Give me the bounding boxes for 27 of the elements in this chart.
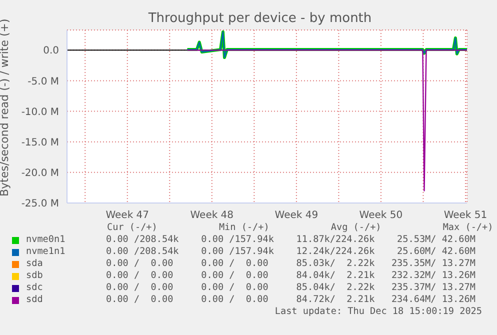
- y-tick-label: 0.0: [43, 46, 59, 57]
- x-tick-label: Week 49: [274, 210, 318, 222]
- y-tick-label: -15.0 M: [21, 137, 59, 148]
- legend-label: sdd: [26, 294, 44, 306]
- text: 0.00 /208.54k 0.00 /157.94k 11.87k/224.26k 25.53M/ 42.60M: [106, 234, 476, 246]
- text: 0.00 / 0.00 0.00 / 0.00 84.04k/ 2.21k 232.32M/ 13.26M: [106, 270, 476, 282]
- legend-label: nvme0n1: [26, 234, 66, 246]
- text: 0.00 / 0.00 0.00 / 0.00 85.04k/ 2.22k 235.37M/ 13.27M: [106, 282, 476, 294]
- text: Cur (-/+) Min (-/+) Avg (-/+) Max (-/+): [106, 222, 494, 234]
- text: 0.00 / 0.00 0.00 / 0.00 84.72k/ 2.21k 234.64M/ 13.26M: [106, 294, 476, 306]
- legend-label: sdb: [26, 270, 44, 282]
- text: 0.00 / 0.00 0.00 / 0.00 85.03k/ 2.22k 235.35M/ 13.27M: [106, 258, 476, 270]
- legend-label: sda: [26, 258, 44, 270]
- legend-label: nvme1n1: [26, 246, 66, 258]
- text: Last update: Thu Dec 18 15:00:19 2025: [274, 306, 483, 318]
- y-tick-label: -20.0 M: [21, 168, 59, 179]
- x-tick-label: Week 50: [359, 210, 403, 222]
- chart-title: Throughput per device - by month: [147, 11, 372, 26]
- y-axis-title: Bytes/second read (-) / write (+): [0, 18, 11, 196]
- legend-label: sdc: [26, 282, 44, 294]
- y-tick-label: -5.0 M: [28, 76, 59, 88]
- text: 0.00 /208.54k 0.00 /157.94k 12.24k/224.26k 25.60M/ 42.60M: [106, 246, 476, 258]
- y-tick-label: -10.0 M: [21, 106, 59, 118]
- x-tick-label: Week 48: [190, 210, 234, 222]
- x-tick-label: Week 47: [106, 210, 150, 222]
- y-tick-label: -25.0 M: [21, 198, 59, 210]
- x-tick-label: Week 51: [444, 210, 488, 222]
